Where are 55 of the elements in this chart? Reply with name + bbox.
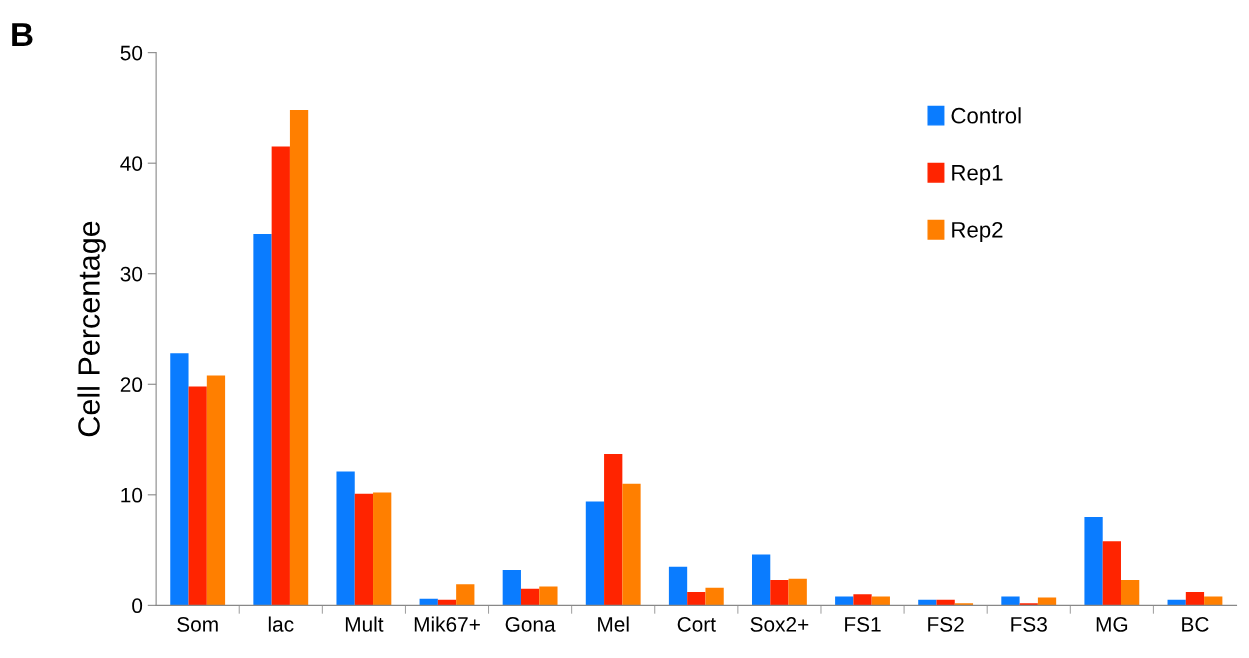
y-tick-label: 10 — [121, 487, 143, 503]
x-tick-label: Som — [177, 617, 218, 632]
bar — [520, 588, 540, 606]
bar — [1084, 516, 1103, 606]
bar — [206, 375, 226, 606]
x-tick-label: lac — [268, 616, 294, 632]
bar — [668, 566, 688, 606]
bar — [770, 579, 789, 606]
bar — [456, 584, 475, 606]
x-tick-label: FS2 — [928, 617, 964, 632]
bar — [585, 501, 605, 606]
y-tick-label: 20 — [120, 377, 143, 393]
x-tick-label: Mel — [598, 616, 629, 632]
bar — [1001, 596, 1020, 606]
x-tick-label: FS1 — [845, 617, 881, 632]
y-axis-title: Cell Percentage — [77, 221, 106, 437]
y-tick-label: 50 — [120, 45, 143, 61]
bar — [853, 594, 872, 606]
bar — [336, 471, 355, 606]
bar — [788, 578, 807, 606]
text: B — [12, 23, 33, 47]
bar — [1102, 541, 1121, 606]
bar — [705, 587, 724, 606]
bar — [604, 453, 623, 606]
bar — [1120, 579, 1140, 606]
x-tick-label: FS3 — [1011, 617, 1047, 632]
bar — [687, 592, 706, 606]
y-tick-label: 30 — [120, 266, 143, 282]
y-tick-label: 40 — [120, 156, 143, 171]
legend-label: Rep2 — [952, 221, 1003, 243]
bar — [502, 569, 521, 606]
bar — [170, 353, 189, 606]
bar — [253, 233, 272, 606]
x-tick-label: Gona — [505, 617, 556, 632]
x-tick-label: Cort — [677, 617, 716, 632]
bar — [188, 386, 207, 606]
legend-label: Control — [951, 107, 1021, 124]
y-tick-label: 0 — [132, 598, 143, 614]
bar — [373, 492, 392, 606]
bar — [954, 603, 974, 606]
legend-label: Rep1 — [952, 165, 1003, 185]
x-tick-label: Mik67+ — [414, 616, 480, 632]
x-tick-label: MG — [1096, 617, 1128, 632]
bar — [354, 493, 374, 606]
bar — [289, 110, 309, 606]
bar — [1185, 592, 1205, 606]
x-tick-label: Sox2+ — [750, 617, 809, 632]
bar — [752, 554, 771, 606]
bar — [271, 146, 290, 606]
x-tick-label: BC — [1182, 617, 1209, 632]
bar — [622, 483, 641, 606]
bar — [1019, 603, 1038, 606]
bar — [936, 599, 955, 606]
x-tick-label: Mult — [345, 616, 384, 632]
bar — [539, 586, 558, 606]
